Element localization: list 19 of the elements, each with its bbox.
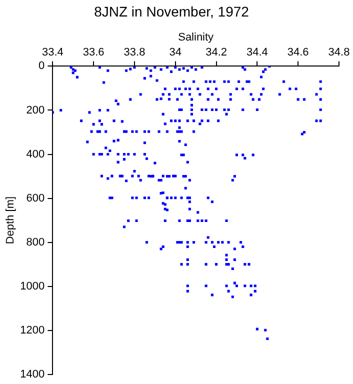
y-tick-label: 600 (26, 192, 45, 204)
x-tick-label: 34 (169, 46, 182, 59)
y-tick-label: 200 (26, 104, 45, 116)
x-axis-title: Salinity (178, 31, 214, 44)
y-tick-label: 1200 (20, 324, 45, 336)
x-tick-label: 34.8 (328, 46, 350, 59)
y-tick-label: 800 (26, 236, 45, 248)
y-tick-label: 0 (38, 60, 45, 72)
x-tick-label: 33.4 (42, 46, 64, 59)
y-tick-label: 400 (26, 148, 45, 160)
x-tick-label: 33.6 (82, 46, 104, 59)
x-tick-label: 34.2 (206, 46, 227, 59)
chart-title: 8JNZ in November, 1972 (94, 3, 250, 20)
x-tick-label: 34.6 (287, 46, 309, 59)
y-tick-label: 1400 (20, 368, 45, 380)
y-axis-title: Depth [m] (4, 196, 17, 244)
x-tick-label: 33.8 (124, 46, 146, 59)
x-tick-label: 34.4 (246, 46, 268, 59)
y-tick-label: 1000 (20, 280, 45, 292)
